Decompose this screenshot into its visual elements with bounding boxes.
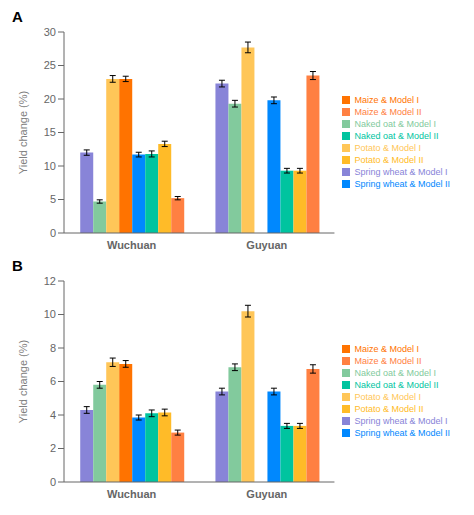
svg-text:Wuchuan: Wuchuan: [107, 488, 157, 500]
svg-text:12: 12: [44, 275, 56, 287]
html-text:Maize & Model II: Maize & Model II: [354, 355, 422, 366]
html-text:Naked oat & Model II: Naked oat & Model II: [354, 379, 439, 390]
html-text:Naked oat & Model II: Naked oat & Model II: [354, 130, 439, 141]
html-text:Potato & Model II: Potato & Model II: [354, 403, 424, 414]
svg-text:6: 6: [50, 375, 56, 387]
svg-text:25: 25: [44, 59, 56, 71]
html-text:Potato & Model I: Potato & Model I: [354, 391, 421, 402]
svg-text:0: 0: [50, 476, 56, 488]
html-text:Maize & Model II: Maize & Model II: [354, 106, 422, 117]
html-text:Spring wheat & Model II: Spring wheat & Model II: [354, 427, 450, 438]
svg-text:30: 30: [44, 26, 56, 38]
svg-text:4: 4: [50, 409, 56, 421]
html-text:B: B: [12, 257, 23, 274]
svg-text:Yield change (%): Yield change (%): [17, 340, 29, 423]
html-text:Potato & Model II: Potato & Model II: [354, 154, 424, 165]
html-text:Maize & Model I: Maize & Model I: [354, 343, 419, 354]
svg-text:Guyuan: Guyuan: [246, 488, 287, 500]
html-text:Naked oat & Model I: Naked oat & Model I: [354, 118, 436, 129]
html-text:Naked oat & Model I: Naked oat & Model I: [354, 367, 436, 378]
svg-text:10: 10: [44, 160, 56, 172]
svg-text:8: 8: [50, 342, 56, 354]
html-text:Potato & Model I: Potato & Model I: [354, 142, 421, 153]
html-text:Spring wheat & Model I: Spring wheat & Model I: [354, 415, 448, 426]
svg-text:Wuchuan: Wuchuan: [107, 239, 157, 251]
svg-text:2: 2: [50, 442, 56, 454]
html-text:Spring wheat & Model I: Spring wheat & Model I: [354, 166, 448, 177]
svg-text:10: 10: [44, 308, 56, 320]
svg-text:0: 0: [50, 227, 56, 239]
html-text:Maize & Model I: Maize & Model I: [354, 94, 419, 105]
svg-text:20: 20: [44, 93, 56, 105]
svg-text:Yield change (%): Yield change (%): [17, 91, 29, 174]
svg-text:5: 5: [50, 193, 56, 205]
svg-text:15: 15: [44, 126, 56, 138]
html-text:A: A: [12, 8, 23, 25]
svg-text:Guyuan: Guyuan: [246, 239, 287, 251]
html-text:Spring wheat & Model II: Spring wheat & Model II: [354, 178, 450, 189]
